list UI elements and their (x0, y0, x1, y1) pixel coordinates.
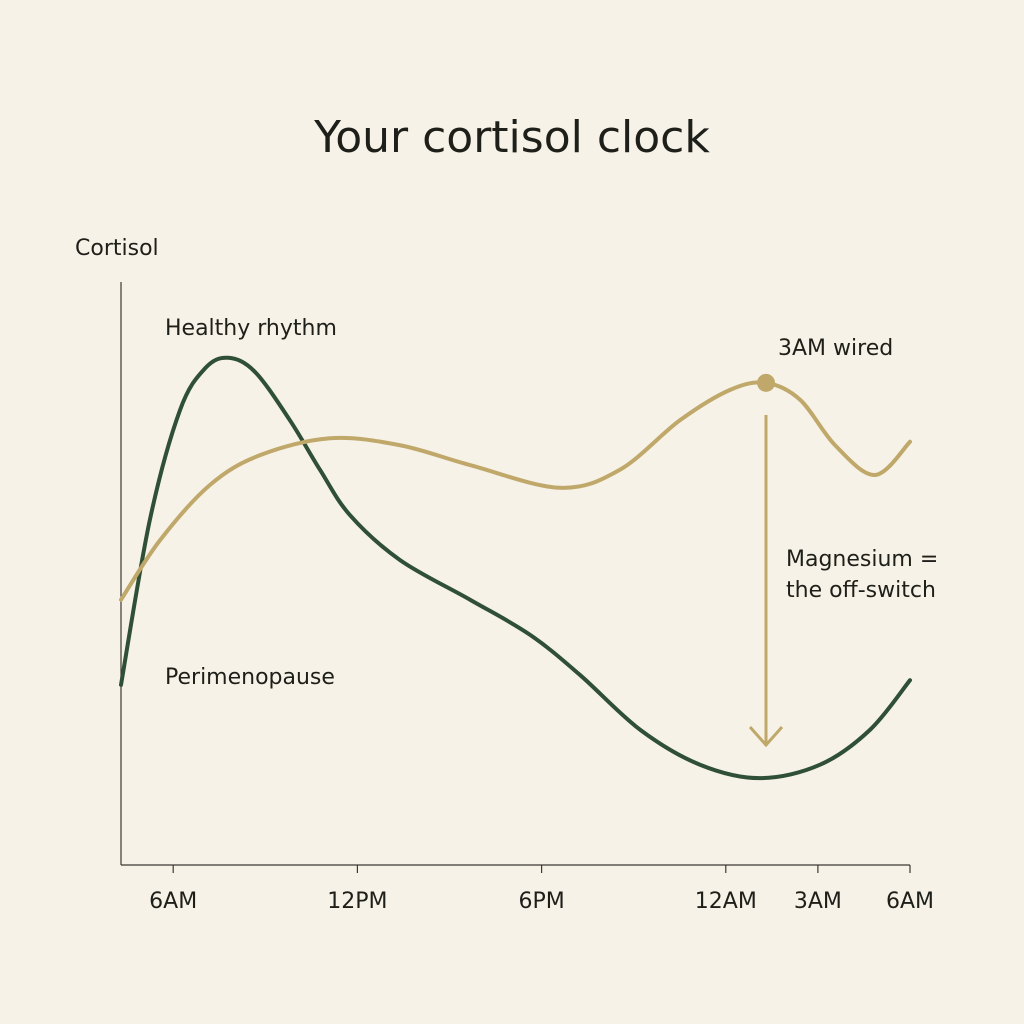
chart-title: Your cortisol clock (313, 112, 710, 163)
arrow-head (748, 726, 784, 748)
series-label: Perimenopause (165, 665, 335, 690)
annotation: 3AM wired (778, 336, 893, 361)
highlight-point (757, 373, 776, 392)
annotation: the off-switch (786, 578, 936, 603)
x-tick-label: 6AM (886, 889, 934, 914)
x-tick-label: 6PM (518, 889, 564, 914)
x-tick-label: 3AM (794, 889, 842, 914)
x-tick-label: 12AM (695, 889, 757, 914)
annotation: Magnesium = (786, 547, 938, 572)
y-axis-label: Cortisol (75, 236, 159, 261)
series-line (119, 380, 912, 602)
x-tick-label: 12PM (327, 889, 387, 914)
x-tick-label: 6AM (149, 889, 197, 914)
series-line (119, 355, 912, 781)
series-label: Healthy rhythm (165, 316, 337, 341)
